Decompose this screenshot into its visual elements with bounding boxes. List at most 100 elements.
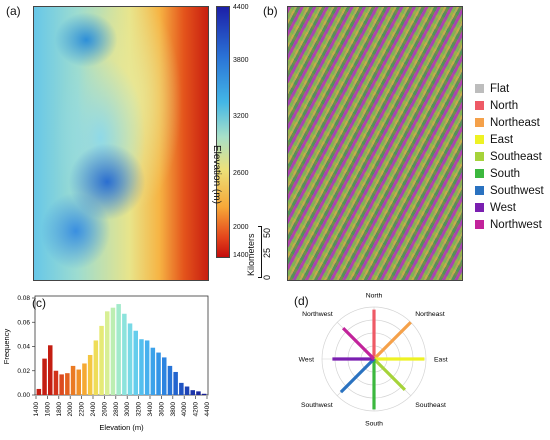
legend-item-north: North [475, 98, 518, 113]
histogram-frame [34, 295, 209, 396]
scale-tick-50: 50 [262, 227, 272, 238]
radar-axis-label: Northwest [302, 311, 333, 318]
radar-axis-label: Northeast [415, 311, 445, 318]
histogram-bar [82, 363, 87, 395]
histogram-bar [190, 390, 195, 395]
panel-label-c: (c) [32, 296, 46, 310]
aspect-map [287, 6, 463, 281]
colorbar-tick-2000: 2000 [233, 224, 249, 231]
histogram-bar [156, 352, 161, 395]
panel-label-d: (d) [294, 294, 309, 308]
radar-direction-bar [372, 357, 407, 392]
scale-bar: 0 25 50 Kilometers [246, 218, 284, 280]
legend-swatch [475, 152, 484, 161]
radar-axis-label: Southwest [301, 402, 333, 409]
histogram-bar [65, 373, 70, 395]
histogram-bar [116, 304, 121, 395]
y-tick-label: 0.02 [17, 368, 30, 375]
legend-swatch [475, 101, 484, 110]
legend-item-southwest: Southwest [475, 183, 544, 198]
histogram-bar [36, 388, 42, 395]
x-tick-label: 3600 [158, 402, 165, 417]
histogram-bar [122, 313, 127, 395]
legend-label: East [490, 133, 514, 146]
histogram-bar [76, 369, 81, 395]
legend-label: Southwest [490, 184, 544, 197]
x-tick-label: 3200 [136, 402, 143, 417]
x-tick-label: 3400 [147, 402, 154, 417]
histogram-bar [150, 347, 156, 395]
x-tick-label: 3000 [124, 402, 131, 417]
legend-item-west: West [475, 200, 516, 215]
x-tick-label: 2200 [79, 402, 86, 417]
histogram-bar [144, 340, 150, 395]
aspect-radar-chart: North Northeast East Southeast South Southwes… [299, 293, 448, 428]
legend-item-flat: Flat [475, 81, 509, 96]
legend-label: Northwest [490, 218, 542, 231]
legend-item-southeast: Southeast [475, 149, 542, 164]
legend-swatch [475, 135, 484, 144]
radar-direction-bar [341, 326, 376, 361]
legend-swatch [475, 220, 484, 229]
histogram-bar [48, 345, 53, 395]
radar-axis-label: West [299, 357, 314, 364]
histogram-bar [127, 323, 133, 395]
radar-axis-label: North [366, 293, 383, 300]
colorbar-tick-4400: 4400 [233, 4, 249, 11]
colorbar-tick-3200: 3200 [233, 113, 249, 120]
histogram-bar [184, 386, 190, 395]
x-tick-label: 1600 [44, 402, 51, 417]
scale-tick-0: 0 [262, 274, 272, 280]
legend-label: North [490, 99, 519, 112]
x-tick-label: 1800 [56, 402, 63, 417]
x-axis-label: Elevation (m) [99, 423, 144, 432]
legend-swatch [475, 118, 484, 127]
legend-label: South [490, 167, 521, 180]
panel-label-a: (a) [6, 4, 21, 18]
legend-swatch [475, 84, 484, 93]
x-tick-label: 4200 [193, 402, 200, 417]
histogram-bar [139, 339, 144, 395]
legend-label: Northeast [490, 116, 540, 129]
histogram-bar [70, 365, 76, 395]
panel-label-b: (b) [263, 4, 278, 18]
radar-direction-bar [339, 357, 376, 394]
histogram-bar [196, 391, 201, 395]
legend-item-south: South [475, 166, 520, 181]
legend-swatch [475, 203, 484, 212]
histogram-bar [167, 365, 173, 395]
histogram-bar [201, 393, 207, 395]
x-tick-label: 1400 [33, 402, 40, 417]
histogram-bar [99, 325, 104, 395]
elevation-colorbar [216, 6, 230, 258]
elevation-histogram: 0.00 0.02 0.04 0.06 0.08 1400 1600 1800 2000 2200… [2, 295, 211, 432]
y-axis-label: Frequency [2, 329, 11, 365]
y-tick-label: 0.04 [17, 344, 30, 351]
x-tick-label: 2000 [67, 402, 74, 417]
legend-item-northwest: Northwest [475, 217, 542, 232]
colorbar-tick-2600: 2600 [233, 170, 249, 177]
legend-swatch [475, 169, 484, 178]
y-tick-label: 0.06 [17, 319, 30, 326]
legend-label: West [490, 201, 516, 214]
legend-label: Southeast [490, 150, 542, 163]
histogram-bar [179, 382, 184, 395]
legend-label: Flat [490, 82, 510, 95]
histogram-bar [93, 340, 99, 395]
x-tick-label: 3800 [170, 402, 177, 417]
x-tick-label: 2800 [113, 402, 120, 417]
x-tick-label: 4000 [181, 402, 188, 417]
histogram-bar [53, 370, 59, 395]
colorbar-title: Elevation (m) [211, 145, 222, 204]
histogram-bar [162, 357, 167, 395]
histogram-bar [110, 307, 116, 395]
elevation-map [33, 6, 209, 281]
colorbar-tick-3800: 3800 [233, 57, 249, 64]
y-tick-label: 0.08 [17, 295, 30, 302]
histogram-bar [59, 374, 64, 395]
histogram-bar [105, 311, 110, 395]
scale-unit: Kilometers [246, 233, 256, 276]
radar-axis-label: Southeast [415, 402, 446, 409]
histogram-bar [133, 330, 138, 395]
histogram-bar [87, 354, 93, 395]
